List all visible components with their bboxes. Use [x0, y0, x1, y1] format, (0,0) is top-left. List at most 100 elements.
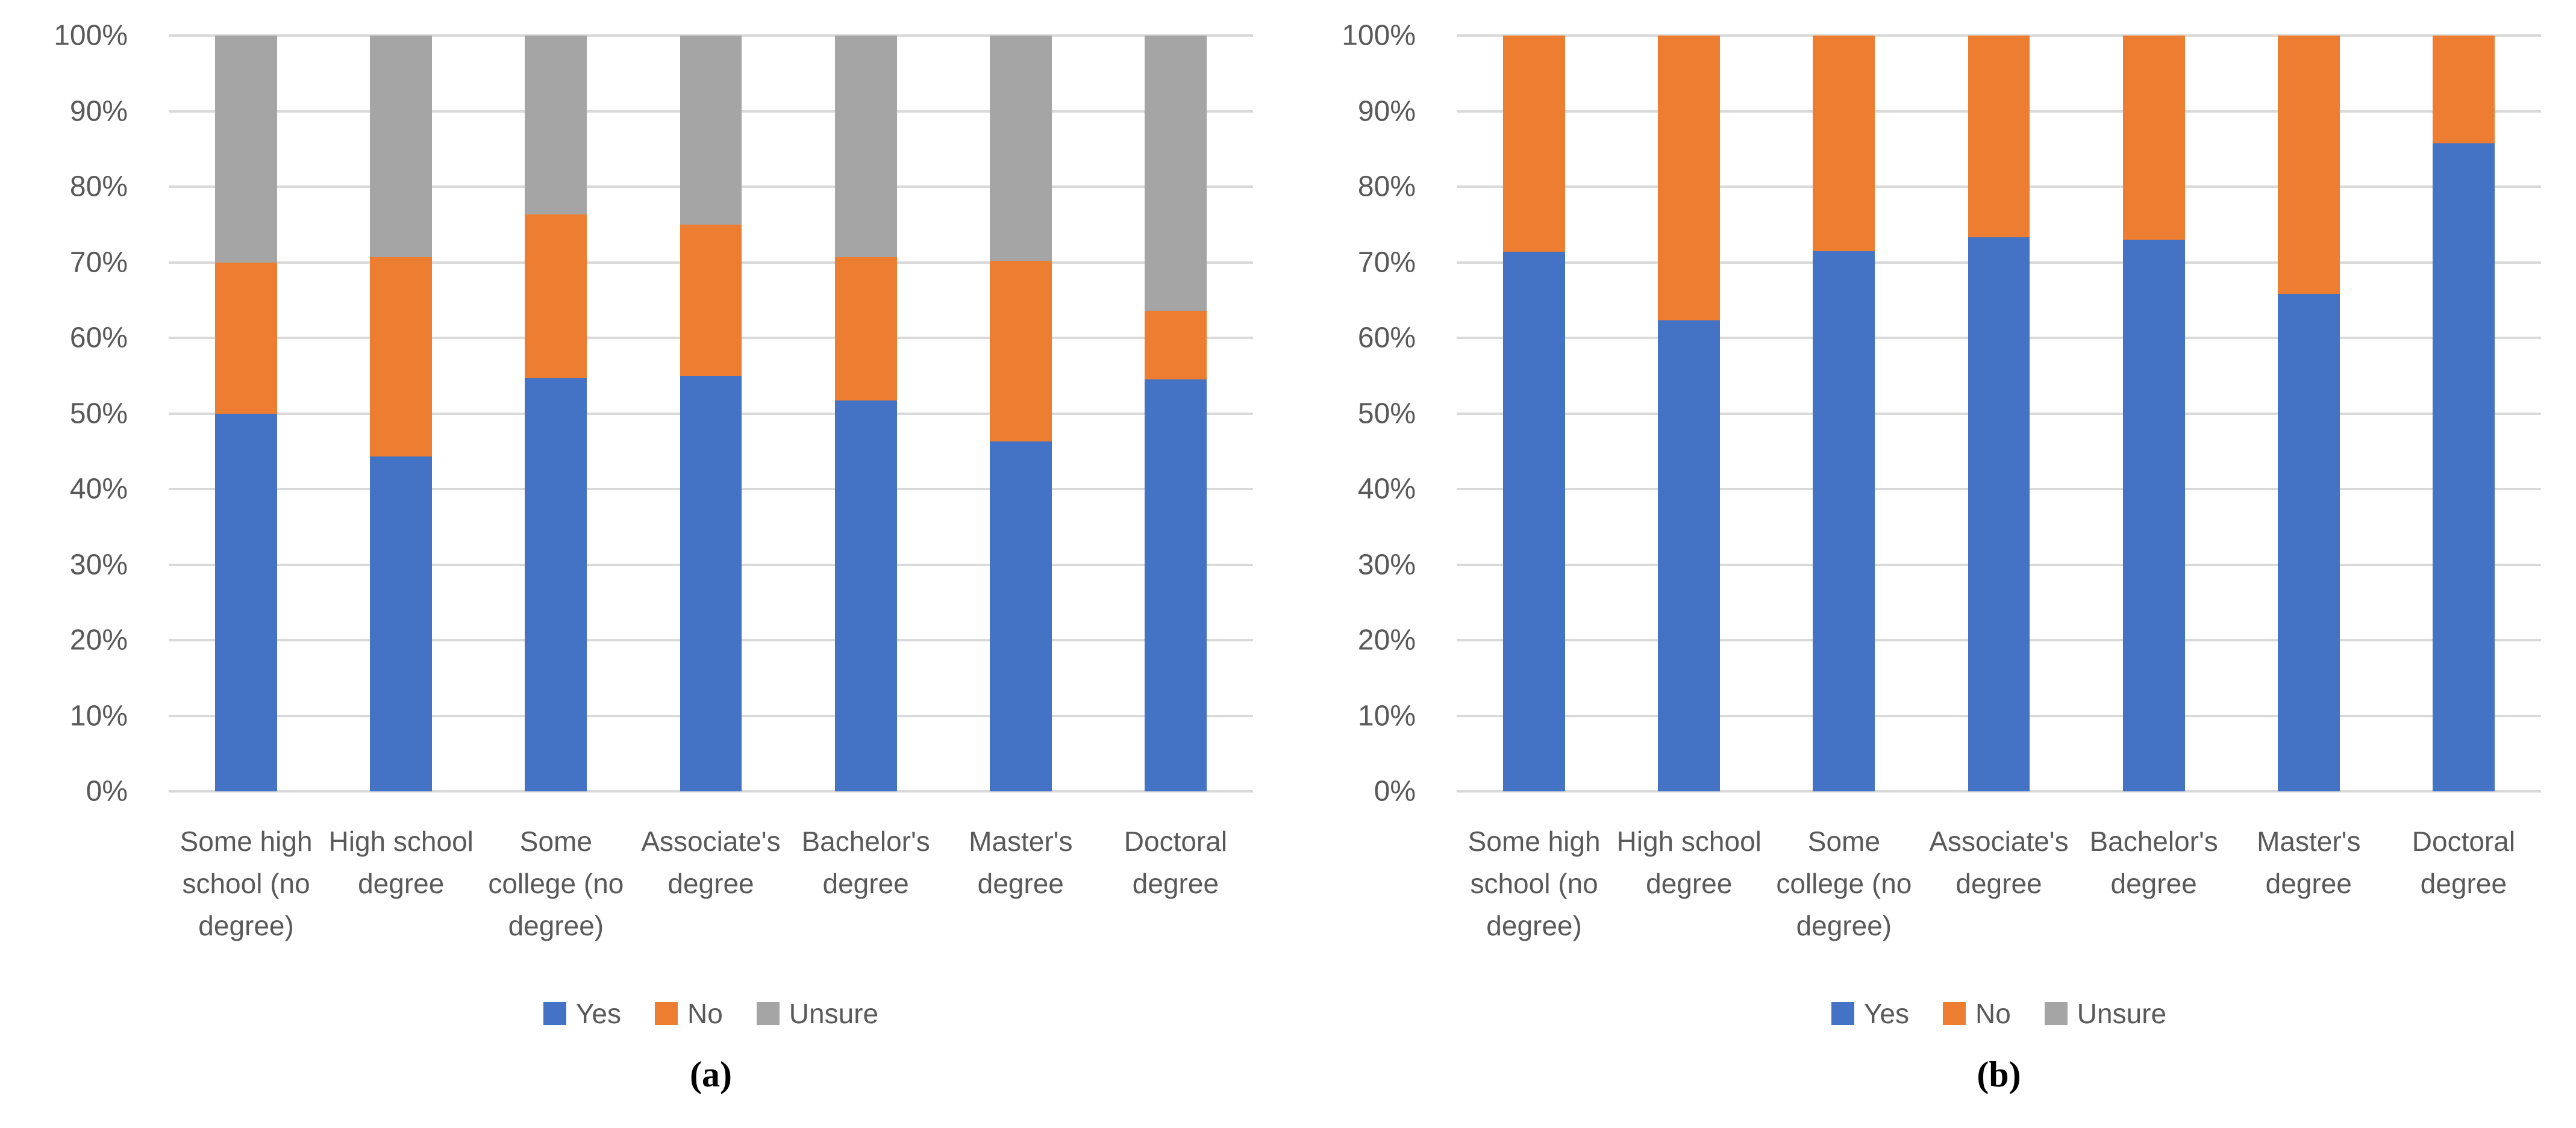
bar-segment-no [834, 257, 897, 401]
gridline [169, 790, 1253, 793]
gridline [1457, 34, 2541, 37]
legend-swatch-yes [1831, 1002, 1854, 1025]
y-tick-label: 0% [1374, 775, 1416, 808]
bar-segment-no [370, 257, 433, 457]
y-tick-label: 40% [1357, 473, 1416, 505]
bar-column [324, 36, 478, 791]
chart-panel-a: 100% 90% 80% 70% 60% 50% 40% 30% 20% 10% 0% Some h… [54, 19, 1253, 1094]
bar-column [1457, 36, 1612, 791]
x-axis-label: Master's degree [969, 826, 1073, 899]
bar-segment-no [2122, 36, 2185, 240]
stacked-bar [834, 36, 897, 791]
y-tick-label: 20% [1357, 624, 1416, 656]
bar-column [169, 36, 324, 791]
y-tick-label: 70% [1357, 246, 1416, 278]
bar-segment-unsure [370, 36, 433, 257]
legend-swatch-no [1942, 1002, 1966, 1025]
bar-segment-no [2432, 36, 2495, 144]
x-axis-labels: Some high school (no degree) High school … [169, 820, 1253, 947]
bar-segment-yes [680, 375, 742, 791]
caption-a: (a) [690, 1055, 732, 1094]
bar-column [2386, 36, 2541, 791]
x-axis-label: Bachelor's degree [801, 826, 930, 899]
bar-segment-no [680, 224, 742, 376]
y-tick-label: 20% [69, 624, 128, 656]
bar-segment-no [1813, 36, 1875, 251]
x-axis-label: Associate's degree [1929, 826, 2069, 899]
y-tick-label: 90% [69, 95, 128, 127]
y-tick-label: 100% [54, 19, 128, 52]
x-axis-label: Some college (no degree) [488, 826, 624, 941]
bar-column [2077, 36, 2231, 791]
bar-segment-unsure [834, 36, 897, 257]
bar-segment-yes [525, 378, 587, 791]
x-axis-label: Some high school (no degree) [180, 826, 313, 941]
stacked-bar [1813, 36, 1875, 791]
legend-item-no: No [654, 997, 723, 1030]
bar-segment-unsure [1144, 36, 1207, 311]
bar-segment-yes [834, 400, 897, 791]
y-tick-label: 40% [69, 473, 128, 505]
stacked-bar [215, 36, 277, 791]
y-tick-label: 60% [1357, 322, 1416, 354]
bar-segment-no [525, 214, 587, 378]
bar-column [633, 36, 788, 791]
bar-column [789, 36, 943, 791]
stacked-bar [680, 36, 742, 791]
legend-swatch-yes [543, 1002, 566, 1025]
legend: Yes No Unsure [169, 997, 1253, 1030]
stacked-bar [1144, 36, 1207, 791]
bars [169, 36, 1253, 791]
stacked-bar [1503, 36, 1565, 791]
bar-segment-no [1144, 310, 1207, 380]
x-axis-labels: Some high school (no degree) High school … [1457, 820, 2541, 947]
y-tick-label: 50% [69, 397, 128, 429]
legend-label: Yes [1863, 998, 1909, 1029]
bar-segment-no [1968, 36, 2030, 238]
stacked-bar [525, 36, 587, 791]
legend-item-unsure: Unsure [2044, 997, 2167, 1030]
y-tick-label: 80% [1357, 170, 1416, 203]
plot-area [1457, 34, 2541, 793]
legend-swatch-unsure [2044, 1002, 2068, 1025]
stacked-bar [1968, 36, 2030, 791]
x-axis-label: Associate's degree [641, 826, 781, 899]
y-tick-label: 70% [69, 246, 128, 278]
y-tick-label: 80% [69, 170, 128, 203]
y-tick-label: 90% [1357, 95, 1416, 127]
bar-column [1921, 36, 2076, 791]
bar-column [478, 36, 633, 791]
plot-area [169, 34, 1253, 793]
legend-item-yes: Yes [1831, 997, 1909, 1030]
legend-item-no: No [1942, 997, 2011, 1030]
bar-segment-unsure [989, 36, 1052, 261]
bar-column [2231, 36, 2386, 791]
stacked-bar [2122, 36, 2185, 791]
bars [1457, 36, 2541, 791]
legend-label: Unsure [2077, 998, 2167, 1029]
legend-label: Unsure [789, 998, 879, 1029]
legend-swatch-unsure [756, 1002, 780, 1025]
bar-column [1612, 36, 1766, 791]
caption-b: (b) [1977, 1055, 2021, 1094]
x-axis-label: High school degree [1616, 826, 1762, 899]
bar-segment-yes [1813, 251, 1875, 791]
y-tick-label: 0% [86, 775, 128, 808]
bar-segment-no [989, 261, 1052, 441]
y-tick-label: 30% [1357, 549, 1416, 581]
gridline [1457, 790, 2541, 793]
stacked-bar [2432, 36, 2495, 791]
x-axis-label: Some college (no degree) [1776, 826, 1912, 941]
x-axis-label: High school degree [328, 826, 474, 899]
y-tick-label: 30% [69, 549, 128, 581]
legend: Yes No Unsure [1457, 997, 2541, 1030]
bar-segment-unsure [525, 36, 587, 215]
y-tick-label: 50% [1357, 397, 1416, 429]
x-axis-label: Some high school (no degree) [1468, 826, 1601, 941]
legend-swatch-no [654, 1002, 678, 1025]
bar-segment-yes [215, 413, 277, 791]
x-axis-label: Bachelor's degree [2089, 826, 2218, 899]
y-tick-label: 100% [1342, 19, 1416, 52]
bar-segment-yes [1503, 251, 1565, 791]
bar-segment-no [1503, 36, 1565, 252]
